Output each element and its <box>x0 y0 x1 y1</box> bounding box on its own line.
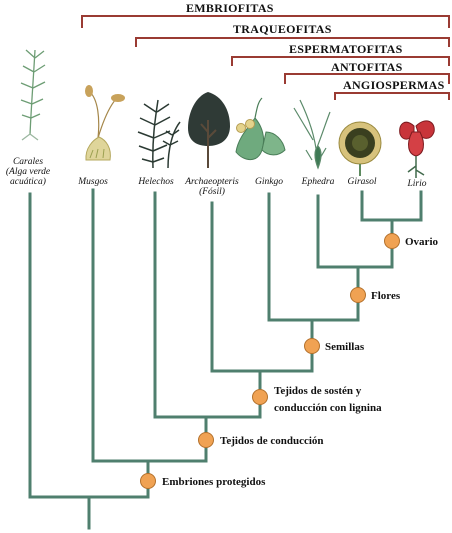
tree-icon <box>188 92 230 168</box>
node-ovario <box>384 233 400 249</box>
trait-labels: Embriones protegidos Tejidos de conducci… <box>162 236 438 488</box>
group-brackets: EMBRIOFITAS TRAQUEOFITAS ESPERMATOFITAS … <box>81 1 450 100</box>
trait-tejidos-conduccion: Tejidos de conducción <box>220 435 324 447</box>
taxon-archaeopteris-note: (Fósil) <box>199 187 225 197</box>
trait-flores: Flores <box>371 290 401 302</box>
taxon-ginkgo: Ginkgo <box>255 177 283 187</box>
bracket-traqueofitas <box>135 37 450 47</box>
taxon-helechos: Helechos <box>138 177 174 187</box>
label-embriofitas: EMBRIOFITAS <box>186 1 274 15</box>
taxon-carales-name: Carales <box>12 157 44 167</box>
taxon-musgos: Musgos <box>78 177 108 187</box>
trait-nodes <box>140 233 400 489</box>
branch-archaeopteris <box>210 201 314 373</box>
label-antofitas: ANTOFITAS <box>331 60 403 74</box>
taxon-archaeopteris-name: Archaeopteris <box>185 177 239 187</box>
branch-embriofitas <box>91 188 208 463</box>
taxon-ephedra: Ephedra <box>301 177 335 187</box>
fern-icon <box>137 99 181 169</box>
trait-tejidos-sosten-line1: Tejidos de sostén y <box>274 385 362 397</box>
branch-ginkgo <box>267 192 360 322</box>
node-tejidos-conduccion <box>198 432 214 448</box>
branch-angiospermas <box>360 190 423 222</box>
bracket-espermatofitas <box>231 56 450 66</box>
moss-icon <box>85 85 125 161</box>
node-tejidos-sosten <box>252 389 268 405</box>
node-semillas <box>304 338 320 354</box>
node-embriones <box>140 473 156 489</box>
trait-semillas: Semillas <box>325 341 365 353</box>
taxon-carales: Carales (Alga verde acuática) <box>2 157 54 187</box>
taxon-girasol: Girasol <box>347 177 377 187</box>
taxon-archaeopteris: Archaeopteris (Fósil) <box>180 177 244 197</box>
bracket-embriofitas <box>81 15 450 28</box>
node-flores <box>350 287 366 303</box>
ephedra-icon <box>293 99 331 170</box>
trait-tejidos-sosten-line2: conducción con lignina <box>274 402 382 414</box>
label-traqueofitas: TRAQUEOFITAS <box>233 22 332 36</box>
label-espermatofitas: ESPERMATOFITAS <box>289 42 403 56</box>
trait-ovario: Ovario <box>405 236 438 248</box>
bracket-antofitas <box>284 73 450 84</box>
branch-ephedra <box>316 194 394 269</box>
lily-icon <box>399 120 435 178</box>
bracket-angiospermas <box>334 92 450 100</box>
horsetail-alga-icon <box>20 49 46 141</box>
branch-helechos <box>153 191 262 419</box>
branch-base <box>28 192 150 499</box>
taxon-lirio: Lirio <box>407 179 427 189</box>
ginkgo-leaf-icon <box>235 97 286 161</box>
cladogram-branches <box>28 188 423 530</box>
sunflower-icon <box>338 121 382 176</box>
label-angiospermas: ANGIOSPERMAS <box>343 78 445 92</box>
trait-embriones: Embriones protegidos <box>162 476 266 488</box>
taxon-carales-note: (Alga verde acuática) <box>5 167 51 187</box>
